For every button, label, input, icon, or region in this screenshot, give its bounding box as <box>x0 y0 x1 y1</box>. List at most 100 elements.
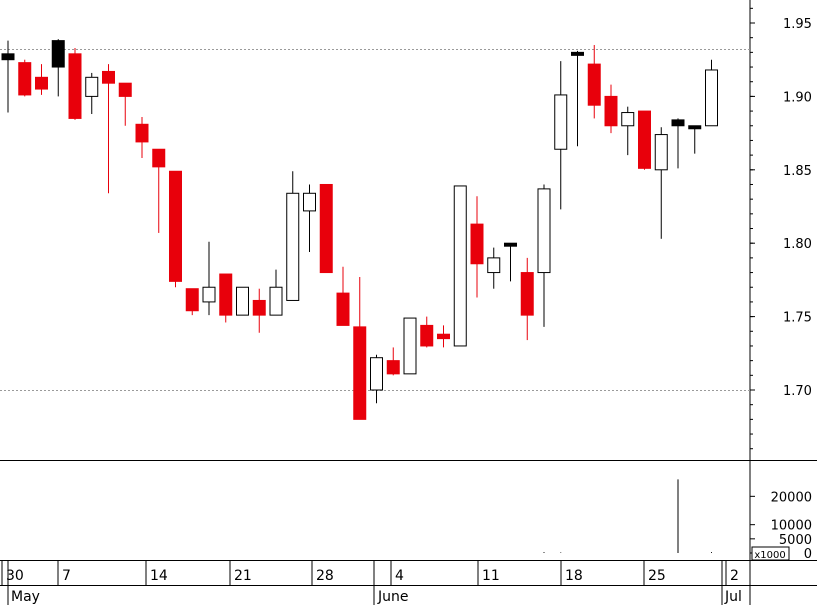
candle-body <box>303 192 316 212</box>
candle-body <box>520 272 534 316</box>
y-tick-label: 1.75 <box>783 311 812 326</box>
candle <box>604 84 618 134</box>
candle <box>18 59 32 97</box>
candle-body <box>236 286 249 316</box>
candle-body <box>604 95 618 127</box>
y-tick-label: 1.70 <box>783 384 812 399</box>
candle <box>386 347 400 376</box>
x-tick-label: 21 <box>234 568 252 584</box>
candle-body <box>102 70 115 84</box>
candle-body <box>1 53 15 61</box>
candle-body <box>537 188 551 274</box>
candle-body <box>554 94 568 150</box>
month-label: Jul <box>724 589 742 605</box>
candle-body <box>319 183 333 274</box>
candle-body <box>286 192 300 301</box>
candle-body <box>453 185 467 347</box>
candle-body <box>85 76 99 97</box>
candle-body <box>118 82 132 97</box>
candle <box>587 45 601 119</box>
candle-body <box>504 242 517 247</box>
candle <box>336 266 350 326</box>
month-label: June <box>377 589 409 605</box>
candle <box>420 316 434 348</box>
candle <box>621 106 635 156</box>
candle <box>303 184 316 253</box>
candle-body <box>135 123 149 143</box>
candle <box>520 257 534 341</box>
x-tick-label: 28 <box>316 568 334 584</box>
y-tick-label: 1.85 <box>783 164 812 179</box>
candle <box>169 170 182 288</box>
candle-body <box>185 288 199 312</box>
y-tick-label: 1.95 <box>783 17 812 32</box>
candle-body <box>437 333 450 340</box>
candle-body <box>51 40 65 68</box>
candle <box>1 40 15 113</box>
candle-body <box>252 299 266 316</box>
candle <box>219 273 233 323</box>
candle-body <box>621 112 635 127</box>
candle-body <box>18 62 32 96</box>
candle-body <box>370 357 383 391</box>
candle-body <box>202 286 216 303</box>
candle <box>554 61 568 210</box>
x-tick-label: 25 <box>648 568 666 584</box>
candle <box>370 354 383 404</box>
candle <box>185 288 199 316</box>
y-tick-label: 1.90 <box>783 90 812 105</box>
candle-body <box>638 110 651 169</box>
candle-body <box>420 324 434 347</box>
candle-body <box>571 51 584 56</box>
candle <box>470 196 484 298</box>
candle-body <box>587 63 601 106</box>
candle <box>102 64 115 194</box>
candle <box>252 288 266 333</box>
candle <box>319 183 333 274</box>
candle <box>118 82 132 126</box>
candle-body <box>386 360 400 375</box>
x-tick-label: 4 <box>395 568 404 584</box>
candle <box>85 72 99 115</box>
candle-body <box>403 317 417 375</box>
candle <box>688 125 702 154</box>
candle <box>269 269 283 316</box>
candle <box>68 47 82 120</box>
candle <box>236 286 249 316</box>
candle-body <box>336 292 350 326</box>
candle <box>671 118 685 169</box>
candle-body <box>688 125 702 130</box>
candle <box>152 148 166 233</box>
volume-y-tick-label: 5000 <box>779 533 812 548</box>
candle-body <box>219 273 233 316</box>
candle <box>654 127 668 239</box>
candle-body <box>35 76 48 90</box>
x-tick-label: 7 <box>62 568 71 584</box>
y-tick-label: 1.80 <box>783 237 812 252</box>
candle-body <box>487 257 501 274</box>
x-axis: 30 7 14 21 28 4 11 18 25 2 May June Jul <box>0 560 817 605</box>
candle <box>638 110 651 170</box>
volume-unit-label: x1000 <box>754 550 785 561</box>
candle-body <box>654 134 668 171</box>
candle <box>537 184 551 327</box>
candle-body <box>671 119 685 127</box>
candle <box>705 59 718 127</box>
candle <box>353 276 367 420</box>
candle-body <box>353 326 367 420</box>
candle-body <box>705 69 718 127</box>
month-label: May <box>11 589 40 605</box>
candle <box>51 39 65 97</box>
candle <box>403 317 417 375</box>
candle <box>504 242 517 282</box>
x-tick-label: 30 <box>6 568 24 584</box>
x-tick-label: 11 <box>482 568 500 584</box>
candle <box>571 50 584 147</box>
volume-y-tick-label: 10000 <box>771 519 812 534</box>
x-tick-label: 14 <box>150 568 168 584</box>
volume-y-tick-label: 0 <box>804 547 812 562</box>
candle-body <box>152 148 166 168</box>
